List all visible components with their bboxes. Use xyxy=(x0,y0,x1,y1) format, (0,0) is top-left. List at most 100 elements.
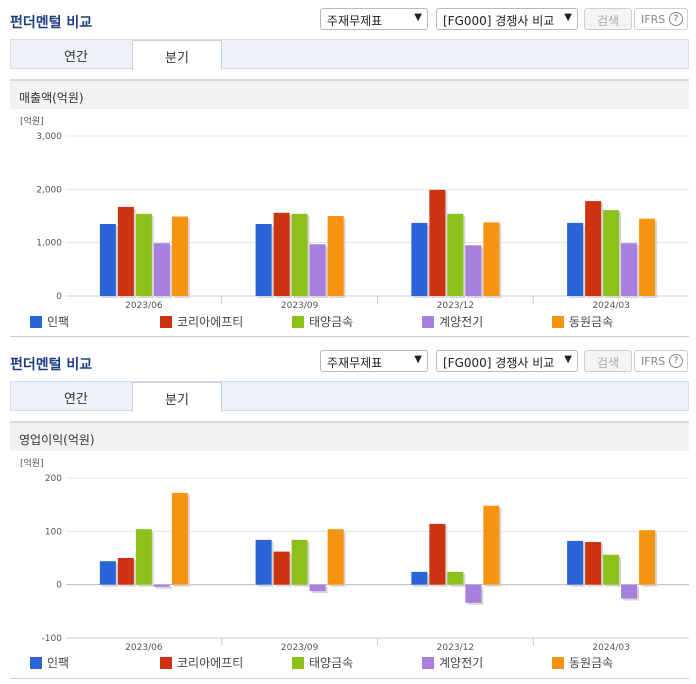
bar xyxy=(585,201,602,296)
unit-label: [억원] xyxy=(20,457,44,469)
metric-header: 매출액(억원) xyxy=(10,79,689,109)
revenue-bar-chart: [억원] 0 1,000 2,000 3,000 2023/06 2023/09 2023/1… xyxy=(20,115,689,311)
bar xyxy=(135,213,152,296)
y-tick-label: 2,000 xyxy=(36,185,62,195)
ifrs-label: IFRS xyxy=(641,13,666,26)
bar xyxy=(255,539,272,585)
legend-swatch xyxy=(552,657,564,669)
statement-type-select[interactable]: 주재무제표 ▼ xyxy=(320,350,428,372)
legend-item[interactable]: 동원금속 xyxy=(552,313,613,330)
bar xyxy=(639,530,656,585)
bar xyxy=(447,571,464,585)
bar xyxy=(327,529,344,585)
tab-quarterly[interactable]: 분기 xyxy=(132,382,222,412)
chart-legend: 인팩 코리아에프티 태양금속 계양전기 동원금속 xyxy=(30,313,680,329)
bar xyxy=(135,529,152,585)
y-tick-label: 200 xyxy=(45,474,62,484)
ifrs-button[interactable]: IFRS ? xyxy=(634,350,688,372)
y-tick-label: -100 xyxy=(42,634,63,644)
bar xyxy=(327,216,344,296)
legend-swatch xyxy=(292,316,304,328)
legend-label: 인팩 xyxy=(47,315,70,329)
ifrs-label: IFRS xyxy=(641,355,666,368)
legend-item[interactable]: 태양금속 xyxy=(292,654,353,671)
x-tick-label: 2023/12 xyxy=(437,643,474,653)
statement-type-select[interactable]: 주재무제표 ▼ xyxy=(320,8,428,30)
legend-item[interactable]: 코리아에프티 xyxy=(160,313,243,330)
panel-header: 펀더멘털 비교 주재무제표 ▼ [FG000] 경쟁사 비교 ▼ 검색 IFRS… xyxy=(0,0,696,32)
y-tick-label: 0 xyxy=(56,292,62,302)
legend-swatch xyxy=(30,657,42,669)
help-icon[interactable]: ? xyxy=(669,12,683,26)
bar xyxy=(273,212,290,296)
bar-shadow xyxy=(155,586,172,589)
fundamental-panel-revenue: 펀더멘털 비교 주재무제표 ▼ [FG000] 경쟁사 비교 ▼ 검색 IFRS… xyxy=(0,0,696,337)
bar xyxy=(483,222,500,296)
legend-swatch xyxy=(30,316,42,328)
bar xyxy=(567,222,584,296)
legend-item[interactable]: 태양금속 xyxy=(292,313,353,330)
divider xyxy=(10,336,689,337)
search-button[interactable]: 검색 xyxy=(584,8,632,30)
fundamental-panel-operating-profit: 펀더멘털 비교 주재무제표 ▼ [FG000] 경쟁사 비교 ▼ 검색 IFRS… xyxy=(0,342,696,679)
bar xyxy=(171,216,188,296)
operating-profit-bar-chart: [억원] -100 0 100 200 2023/06 2023/09 2023/12 2024… xyxy=(20,457,689,653)
bar xyxy=(483,505,500,585)
legend-item[interactable]: 인팩 xyxy=(30,313,69,330)
y-tick-label: 0 xyxy=(56,581,62,591)
ifrs-button[interactable]: IFRS ? xyxy=(634,8,688,30)
chevron-down-icon: ▼ xyxy=(414,12,422,23)
tab-annual[interactable]: 연간 xyxy=(64,50,88,65)
legend-item[interactable]: 동원금속 xyxy=(552,654,613,671)
legend-swatch xyxy=(422,657,434,669)
chevron-down-icon: ▼ xyxy=(414,354,422,365)
panel-title: 펀더멘털 비교 xyxy=(10,357,93,373)
legend-item[interactable]: 인팩 xyxy=(30,654,69,671)
period-tabs: 연간 분기 xyxy=(10,39,689,70)
legend-item[interactable]: 계양전기 xyxy=(422,654,483,671)
comparison-group-select[interactable]: [FG000] 경쟁사 비교 ▼ xyxy=(436,8,578,30)
x-tick-label: 2023/06 xyxy=(125,301,163,311)
panel-header: 펀더멘털 비교 주재무제표 ▼ [FG000] 경쟁사 비교 ▼ 검색 IFRS… xyxy=(0,342,696,374)
bar xyxy=(153,243,170,296)
divider xyxy=(10,678,689,679)
bar xyxy=(291,539,308,585)
bar xyxy=(465,245,482,296)
help-icon[interactable]: ? xyxy=(669,354,683,368)
chart-legend: 인팩 코리아에프티 태양금속 계양전기 동원금속 xyxy=(30,654,680,670)
legend-swatch xyxy=(160,316,172,328)
bar xyxy=(429,189,446,296)
legend-swatch xyxy=(552,316,564,328)
bar xyxy=(621,243,638,296)
legend-item[interactable]: 계양전기 xyxy=(422,313,483,330)
metric-header: 영업이익(억원) xyxy=(10,421,689,451)
legend-label: 동원금속 xyxy=(569,315,614,329)
tab-quarterly[interactable]: 분기 xyxy=(132,40,222,70)
bar xyxy=(603,554,620,585)
bar xyxy=(117,558,134,585)
comparison-group-value: [FG000] 경쟁사 비교 xyxy=(443,356,555,370)
bar xyxy=(585,542,602,585)
statement-type-value: 주재무제표 xyxy=(327,14,383,28)
bar xyxy=(291,213,308,296)
comparison-group-value: [FG000] 경쟁사 비교 xyxy=(443,14,555,28)
x-tick-label: 2023/09 xyxy=(281,301,319,311)
bar xyxy=(171,492,188,585)
bar xyxy=(255,224,272,296)
bar xyxy=(447,213,464,296)
bar xyxy=(429,523,446,585)
legend-label: 태양금속 xyxy=(309,315,354,329)
legend-item[interactable]: 코리아에프티 xyxy=(160,654,243,671)
bar xyxy=(99,561,116,585)
bar xyxy=(465,584,482,603)
x-tick-label: 2023/06 xyxy=(125,643,163,653)
legend-swatch xyxy=(422,316,434,328)
legend-swatch xyxy=(160,657,172,669)
bar xyxy=(117,206,134,296)
comparison-group-select[interactable]: [FG000] 경쟁사 비교 ▼ xyxy=(436,350,578,372)
legend-label: 태양금속 xyxy=(309,656,354,670)
legend-swatch xyxy=(292,657,304,669)
tab-annual[interactable]: 연간 xyxy=(64,392,88,407)
search-button[interactable]: 검색 xyxy=(584,350,632,372)
x-tick-label: 2023/12 xyxy=(437,301,474,311)
